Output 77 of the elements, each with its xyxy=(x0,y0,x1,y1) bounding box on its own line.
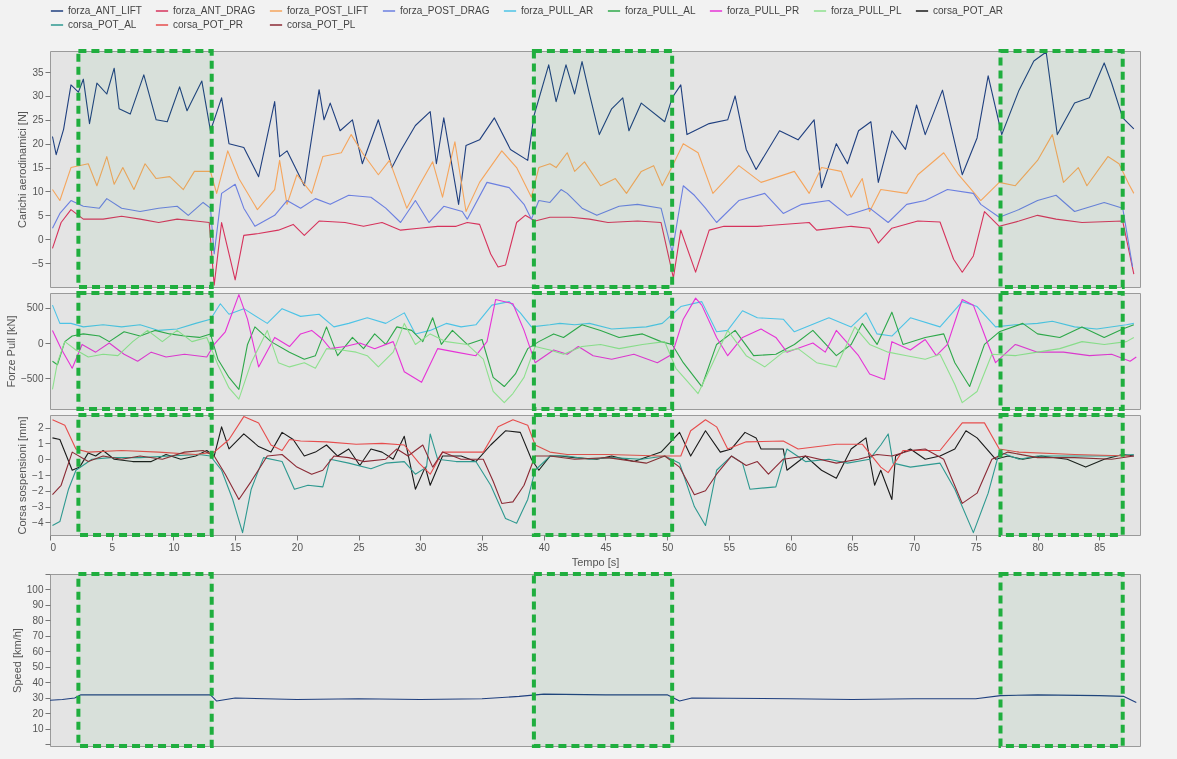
y-axis-title: Speed [km/h] xyxy=(10,628,23,693)
y-tick-label: 40 xyxy=(32,676,44,688)
y-tick-label: 70 xyxy=(32,630,44,642)
y-tick-label: 25 xyxy=(32,114,44,126)
y-tick-label: 500 xyxy=(26,302,44,314)
y-tick-label: 50 xyxy=(32,661,44,673)
y-tick-label: 90 xyxy=(32,599,44,611)
x-tick-label: 35 xyxy=(476,541,489,553)
legend-label: forza_PULL_AL xyxy=(625,5,697,16)
y-tick-label: 15 xyxy=(32,162,44,174)
x-tick-label: 65 xyxy=(847,541,859,553)
line-series xyxy=(51,51,1135,205)
line-series xyxy=(51,209,1135,286)
y-tick-label: 20 xyxy=(32,707,44,719)
y-axis-title: Corsa sospensioni [mm] xyxy=(16,416,29,535)
y-tick-label: 0 xyxy=(37,453,44,465)
legend-label: corsa_POT_PR xyxy=(173,19,244,30)
y-axis-title: Carichi aerodinamici [N] xyxy=(16,111,29,228)
line-series xyxy=(51,181,1134,268)
y-axis-title: Forze Pull [kN] xyxy=(4,315,17,388)
legend-label: forza_PULL_PR xyxy=(727,5,800,16)
line-series xyxy=(51,433,1135,534)
x-tick-label: 85 xyxy=(1094,541,1106,553)
y-tick-label: −4 xyxy=(32,516,44,528)
y-tick-label: 35 xyxy=(32,66,44,78)
x-tick-label: 40 xyxy=(538,541,551,553)
legend-label: forza_PULL_AR xyxy=(521,5,594,16)
x-tick-label: 60 xyxy=(785,541,798,553)
x-axis-title: Tempo [s] xyxy=(571,555,620,568)
y-tick-label: 100 xyxy=(26,584,44,595)
legend-label: forza_POST_LIFT xyxy=(287,5,369,16)
legend-label: forza_ANT_DRAG xyxy=(173,5,256,16)
legend-label: forza_POST_DRAG xyxy=(400,5,490,16)
y-tick-label: 0 xyxy=(37,337,44,349)
y-tick-label: 0 xyxy=(37,233,44,245)
x-tick-label: 0 xyxy=(50,541,57,553)
y-tick-label: −1 xyxy=(32,469,44,481)
x-tick-label: 5 xyxy=(109,541,116,553)
x-tick-label: 15 xyxy=(230,541,242,553)
x-tick-label: 70 xyxy=(909,541,921,553)
x-tick-label: 50 xyxy=(662,541,674,553)
y-tick-label: −2 xyxy=(32,485,44,497)
line-series xyxy=(49,693,1137,704)
y-tick-label: 10 xyxy=(32,723,44,735)
legend-label: forza_PULL_PL xyxy=(831,5,903,16)
line-series xyxy=(51,444,1135,504)
legend-label: forza_ANT_LIFT xyxy=(68,5,142,16)
x-tick-label: 80 xyxy=(1032,541,1045,553)
line-series xyxy=(51,322,1135,404)
y-tick-label: −500 xyxy=(20,372,44,384)
y-tick-label: 30 xyxy=(32,90,44,102)
x-tick-label: 75 xyxy=(970,541,983,553)
line-series xyxy=(51,294,1137,383)
y-tick-label: 2 xyxy=(37,422,44,434)
y-tick-label: 80 xyxy=(32,614,44,626)
y-tick-label: −3 xyxy=(32,501,44,513)
x-tick-label: 45 xyxy=(600,541,612,553)
y-tick-label: 10 xyxy=(32,185,44,197)
x-tick-label: 55 xyxy=(723,541,736,553)
line-series xyxy=(51,416,1131,475)
line-series xyxy=(51,301,1135,337)
y-tick-label: 5 xyxy=(37,209,44,221)
legend-label: corsa_POT_AR xyxy=(933,5,1004,16)
legend-label: corsa_POT_PL xyxy=(287,19,356,30)
line-series xyxy=(51,426,1135,501)
x-tick-label: 10 xyxy=(168,541,180,553)
y-tick-label: 1 xyxy=(37,437,44,449)
y-tick-label: 20 xyxy=(32,138,44,150)
line-series xyxy=(51,134,1135,213)
x-tick-label: 30 xyxy=(415,541,427,553)
line-series xyxy=(51,311,1135,390)
legend-label: corsa_POT_AL xyxy=(68,19,137,30)
x-tick-label: 20 xyxy=(291,541,304,553)
y-tick-label: 30 xyxy=(32,692,44,704)
y-tick-label: −5 xyxy=(32,257,44,269)
y-tick-label: 60 xyxy=(32,645,44,657)
x-tick-label: 25 xyxy=(353,541,366,553)
